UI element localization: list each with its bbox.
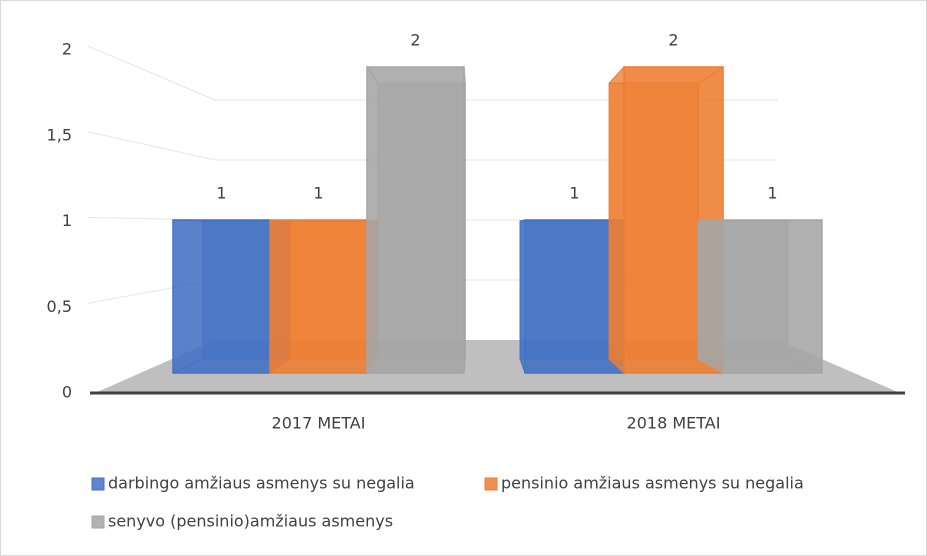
data-label: 1 [313, 184, 323, 203]
data-label: 2 [410, 31, 420, 50]
x-tick-label: 2017 METAI [272, 414, 366, 433]
bar-face [722, 219, 823, 374]
legend-swatch [91, 477, 105, 491]
bar-face [524, 219, 625, 374]
x-tick-label: 2018 METAI [627, 414, 721, 433]
legend-label: darbingo amžiaus asmenys su negalia [108, 474, 415, 493]
data-label: 1 [767, 184, 777, 203]
y-tick-label: 0,5 [47, 297, 72, 316]
bar-face [366, 66, 465, 374]
y-tick-label: 0 [62, 383, 72, 402]
bar-face [269, 219, 368, 374]
data-label: 1 [569, 184, 579, 203]
bar-face [172, 219, 271, 374]
grid-line [87, 45, 216, 101]
y-tick-label: 1 [62, 211, 72, 230]
data-label: 1 [216, 184, 226, 203]
y-tick-label: 1,5 [47, 125, 72, 144]
y-tick-label: 2 [62, 40, 72, 59]
legend-label: senyvo (pensinio)amžiaus asmenys [108, 512, 393, 531]
legend-label: pensinio amžiaus asmenys su negalia [501, 474, 804, 493]
bar-face [608, 65, 625, 375]
bar [365, 65, 466, 375]
bar-face [697, 219, 724, 374]
data-label: 2 [668, 31, 678, 50]
legend-swatch [91, 515, 105, 529]
bar [519, 219, 626, 375]
grid-line [87, 131, 216, 161]
bar [696, 219, 823, 374]
legend-swatch [484, 477, 498, 491]
bar [268, 219, 379, 375]
